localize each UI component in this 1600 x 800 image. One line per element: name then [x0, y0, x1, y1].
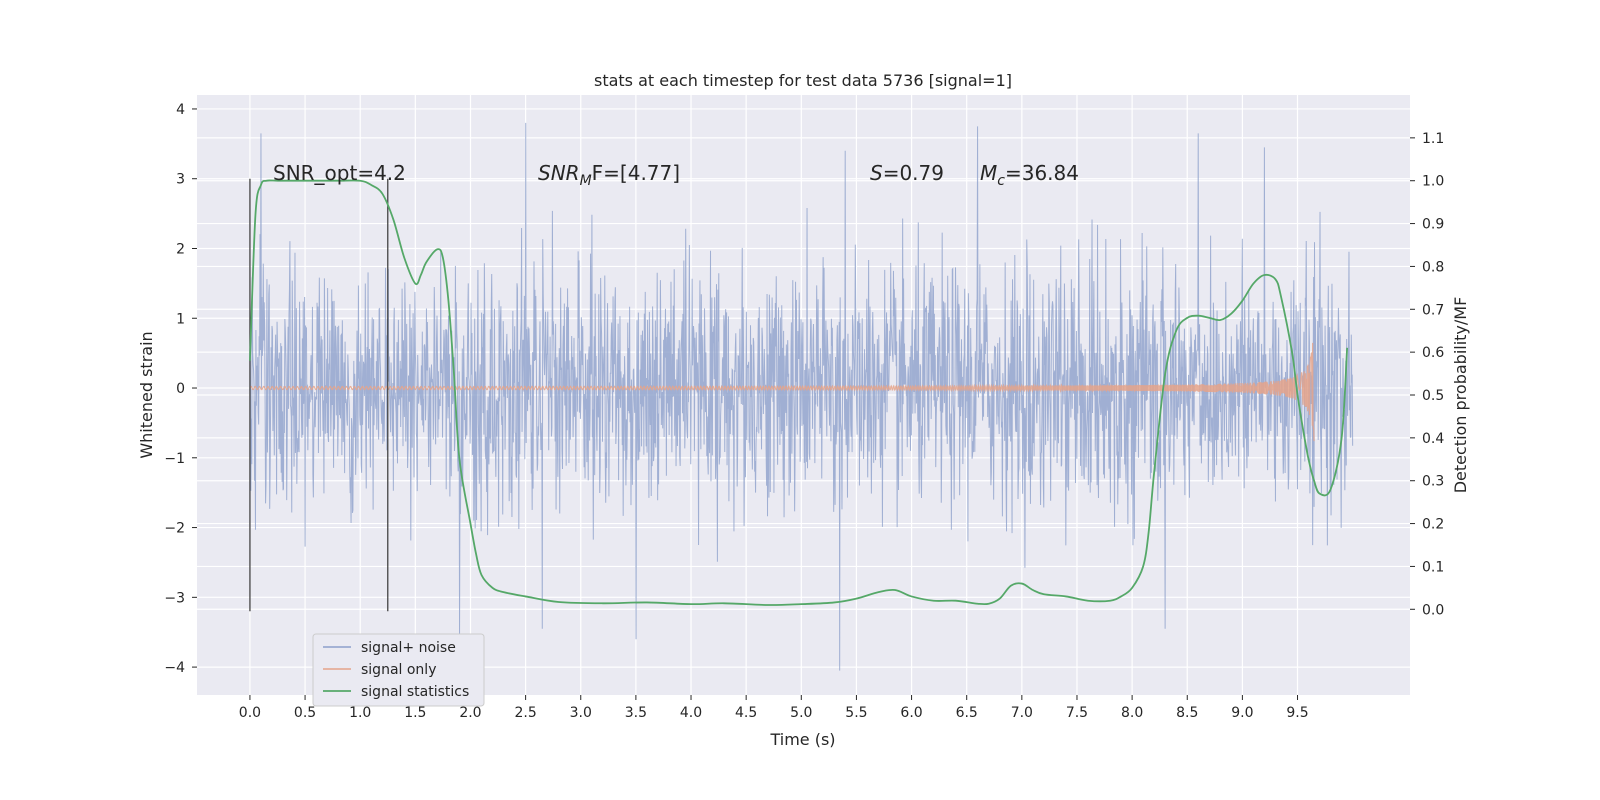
x-tick-label: 5.5 [845, 705, 867, 721]
annotation-mc: Mc=36.84 [980, 161, 1079, 189]
x-tick-label: 2.5 [514, 705, 536, 721]
y-tick-label: −2 [164, 521, 185, 537]
x-tick-label: 6.0 [900, 705, 922, 721]
y2-tick-label: 0.9 [1422, 217, 1444, 233]
x-tick-label: 9.0 [1231, 705, 1253, 721]
y-tick-label: 2 [176, 241, 185, 257]
y2-tick-label: 0.8 [1422, 259, 1444, 275]
y2-tick-label: 0.1 [1422, 559, 1444, 575]
y-axis-right: 1.1 1.0 0.9 0.8 0.7 0.6 0.5 0.4 0.3 0.2 0.1 0.0 [1410, 131, 1444, 618]
snr-mf-value: F=[4.77] [592, 161, 680, 185]
marker-lines [249, 178, 389, 612]
y-tick-label: 0 [176, 381, 185, 397]
x-tick-label: 7.5 [1066, 705, 1088, 721]
annotation-s: S=0.79 [870, 161, 944, 185]
annotation-snr-mf: SNRMF=[4.77] [538, 161, 680, 189]
y2-tick-label: 0.4 [1422, 431, 1444, 447]
y2-tick-label: 1.1 [1422, 131, 1444, 147]
x-tick-label: 9.5 [1286, 705, 1308, 721]
y2-axis-label: Detection probability/MF [1451, 297, 1470, 494]
legend-label-signal-noise: signal+ noise [361, 640, 456, 656]
series-signal-only [249, 342, 1315, 442]
x-tick-label: 0.5 [294, 705, 316, 721]
y2-tick-label: 0.0 [1422, 602, 1444, 618]
y-axis-label: Whitened strain [137, 331, 156, 458]
x-tick-label: 4.5 [735, 705, 757, 721]
y2-tick-label: 0.3 [1422, 474, 1444, 490]
legend: signal+ noise signal only signal statist… [312, 633, 485, 707]
x-tick-label: 8.5 [1176, 705, 1198, 721]
legend-box [312, 633, 485, 707]
y-tick-label: −1 [164, 451, 185, 467]
x-tick-label: 7.0 [1011, 705, 1033, 721]
legend-label-signal-statistics: signal statistics [361, 684, 469, 700]
x-tick-label: 5.0 [790, 705, 812, 721]
mc-value: =36.84 [1005, 161, 1079, 185]
y-tick-label: 4 [176, 102, 185, 118]
s-label: S [870, 161, 883, 185]
s-value: =0.79 [883, 161, 944, 185]
y-tick-label: −3 [164, 590, 185, 606]
legend-label-signal-only: signal only [361, 662, 436, 678]
mc-label: M [980, 161, 997, 185]
y-tick-label: 1 [176, 311, 185, 327]
x-tick-label: 0.0 [239, 705, 261, 721]
x-tick-label: 8.0 [1121, 705, 1143, 721]
y2-tick-label: 1.0 [1422, 174, 1444, 190]
y-tick-label: 3 [176, 172, 185, 188]
x-tick-label: 6.5 [956, 705, 978, 721]
x-tick-label: 3.0 [570, 705, 592, 721]
mc-subscript: c [997, 173, 1005, 189]
snr-mf-subscript: M [580, 173, 592, 189]
y2-tick-label: 0.7 [1422, 302, 1444, 318]
x-tick-label: 1.0 [349, 705, 371, 721]
y2-tick-label: 0.2 [1422, 517, 1444, 533]
y2-tick-label: 0.6 [1422, 345, 1444, 361]
x-tick-label: 2.0 [459, 705, 481, 721]
x-tick-label: 1.5 [404, 705, 426, 721]
series-signal-statistics [249, 179, 1349, 606]
snr-mf-label: SNR [538, 161, 580, 185]
annotation-snr-opt: SNR_opt=4.2 [273, 161, 406, 185]
series-signal-noise [249, 122, 1354, 671]
x-axis: 0.0 0.5 1.0 1.5 2.0 2.5 3.0 3.5 4.0 4.5 5.0 5.5 6.0 6… [239, 695, 1309, 721]
x-axis-label: Time (s) [769, 730, 835, 749]
y2-tick-label: 0.5 [1422, 388, 1444, 404]
y-axis-left: 4 3 2 1 0 −1 −2 −3 −4 [164, 102, 197, 676]
chart-title: stats at each timestep for test data 573… [594, 71, 1012, 90]
y-tick-label: −4 [164, 660, 185, 676]
x-tick-label: 3.5 [625, 705, 647, 721]
x-tick-label: 4.0 [680, 705, 702, 721]
